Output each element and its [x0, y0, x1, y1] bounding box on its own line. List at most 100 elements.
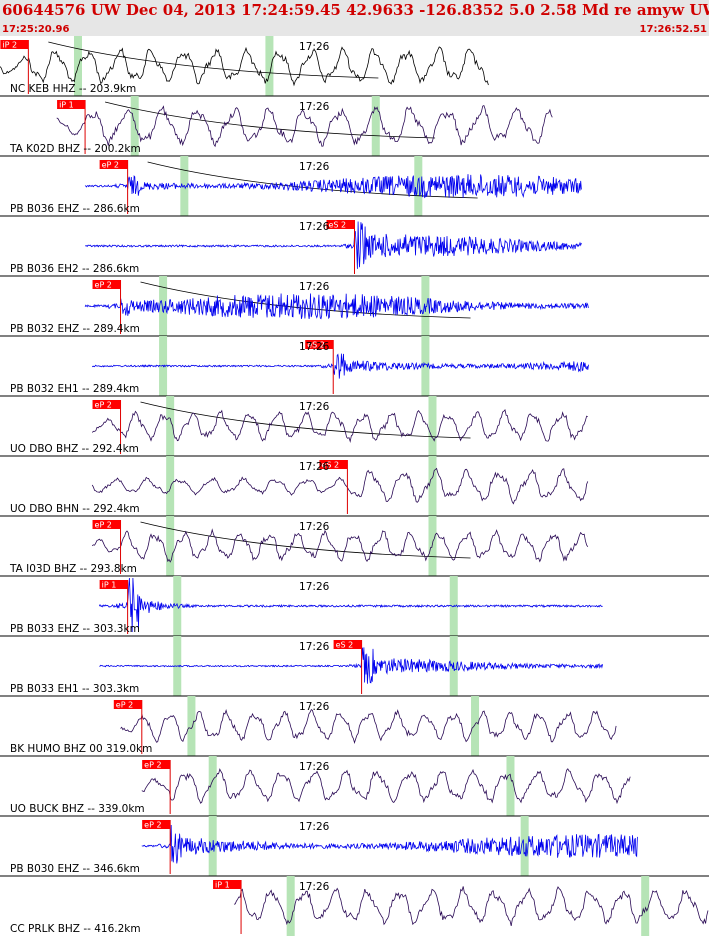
pick-box[interactable]	[92, 400, 121, 409]
waveform	[120, 708, 617, 744]
time-tick-label: 17:26	[299, 221, 330, 233]
waveform	[84, 293, 589, 320]
waveform	[91, 353, 589, 379]
phase-window	[265, 36, 274, 96]
trace-row: eP 2 17:26 TA I03D BHZ -- 293.8km	[0, 516, 709, 577]
station-label: TA K02D BHZ -- 200.2km	[9, 143, 141, 155]
station-label: UO DBO BHZ -- 292.4km	[10, 443, 139, 455]
station-label: UO BUCK BHZ -- 339.0km	[10, 803, 145, 815]
pick-box[interactable]	[213, 880, 242, 889]
travel-time-curve	[140, 521, 471, 559]
phase-window	[428, 516, 437, 576]
pick-box[interactable]	[142, 820, 171, 829]
pick-box[interactable]	[333, 640, 362, 649]
trace-row: eP 2 17:26 PB B032 EHZ -- 289.4km	[0, 276, 709, 337]
station-label: PB B033 EH1 -- 303.3km	[10, 683, 139, 695]
phase-window	[371, 96, 380, 156]
time-tick-label: 17:26	[299, 881, 330, 893]
pick-box[interactable]	[0, 40, 29, 49]
pick-label: iP 1	[102, 581, 117, 590]
trace-row: eP 2 17:26 PB B036 EHZ -- 286.6km	[0, 156, 709, 217]
trace-row: iP 2 17:26 NC KEB HHZ -- 203.9km	[0, 36, 709, 97]
time-tick-label: 17:26	[299, 761, 330, 773]
event-header: 60644576 UW Dec 04, 2013 17:24:59.45 42.…	[0, 0, 709, 36]
phase-window	[166, 396, 175, 456]
time-tick-label: 17:26	[299, 581, 330, 593]
time-tick-label: 17:26	[299, 521, 330, 533]
waveform	[91, 528, 589, 563]
trace-row: eS 2 17:26 PB B033 EH1 -- 303.3km	[0, 636, 709, 697]
pick-box[interactable]	[319, 460, 348, 469]
pick-box[interactable]	[113, 700, 142, 709]
pick-label: eP 2	[102, 161, 119, 170]
pick-label: eS 2	[329, 221, 347, 230]
pick-label: eP 2	[116, 701, 133, 710]
time-tick-label: 17:26	[299, 161, 330, 173]
phase-window	[641, 876, 650, 936]
pick-label: eP 2	[95, 521, 112, 530]
window-end-time: 17:26:52.51	[639, 24, 707, 35]
waveform	[56, 104, 553, 148]
waveform	[85, 221, 582, 269]
pick-box[interactable]	[92, 280, 121, 289]
pick-label: eP 2	[144, 821, 161, 830]
station-label: UO DBO BHN -- 292.4km	[10, 503, 140, 515]
pick-label: eS 2	[336, 641, 354, 650]
phase-window	[159, 276, 168, 336]
pick-label: eP 2	[95, 401, 112, 410]
phase-window	[506, 756, 515, 816]
station-label: BK HUMO BHZ 00 319.0km	[10, 743, 152, 755]
waveform	[99, 647, 603, 684]
event-title: 60644576 UW Dec 04, 2013 17:24:59.45 42.…	[2, 1, 709, 19]
phase-window	[187, 696, 196, 756]
phase-window	[166, 456, 175, 516]
time-tick-label: 17:26	[299, 461, 330, 473]
waveform	[141, 824, 638, 864]
station-label: PB B036 EHZ -- 286.6km	[10, 203, 140, 215]
station-label: PB B033 EHZ -- 303.3km	[10, 623, 140, 635]
phase-window	[208, 756, 217, 816]
travel-time-curve	[140, 401, 471, 439]
phase-window	[471, 696, 480, 756]
phase-window	[166, 516, 175, 576]
station-label: TA I03D BHZ -- 293.8km	[9, 563, 137, 575]
travel-time-curve	[147, 161, 478, 199]
time-tick-label: 17:26	[299, 701, 330, 713]
station-label: NC KEB HHZ -- 203.9km	[10, 83, 136, 95]
waveform	[91, 409, 588, 443]
pick-box[interactable]	[57, 100, 86, 109]
pick-box[interactable]	[326, 220, 355, 229]
trace-row: eP 2 17:26 UO DBO BHZ -- 292.4km	[0, 396, 709, 457]
trace-row: eP 2 17:26 PB B030 EHZ -- 346.6km	[0, 816, 709, 877]
pick-label: eS 2	[307, 341, 325, 350]
pick-box[interactable]	[99, 580, 128, 589]
station-label: CC PRLK BHZ -- 416.2km	[10, 923, 141, 935]
waveform	[141, 768, 631, 805]
waveform	[84, 174, 582, 199]
station-label: PB B030 EHZ -- 346.6km	[10, 863, 140, 875]
phase-window	[286, 876, 295, 936]
phase-window	[428, 396, 437, 456]
time-tick-label: 17:26	[299, 641, 330, 653]
pick-box[interactable]	[142, 760, 171, 769]
station-label: PB B036 EH2 -- 286.6km	[10, 263, 139, 275]
travel-time-curve	[48, 41, 379, 79]
time-tick-label: 17:26	[299, 41, 330, 53]
trace-row: iP 1 17:26 TA K02D BHZ -- 200.2km	[0, 96, 709, 157]
phase-window	[130, 96, 139, 156]
phase-window	[428, 456, 437, 516]
station-label: PB B032 EH1 -- 289.4km	[10, 383, 139, 395]
waveform	[0, 46, 489, 87]
record-section-plot[interactable]: iP 2 17:26 NC KEB HHZ -- 203.9km iP 1 17:26 T…	[0, 36, 709, 938]
pick-label: eP 2	[144, 761, 161, 770]
waveform	[98, 577, 603, 633]
trace-row: eP 2 17:26 BK HUMO BHZ 00 319.0km	[0, 696, 709, 757]
pick-box[interactable]	[305, 340, 334, 349]
phase-window	[414, 156, 423, 216]
waveform	[233, 886, 709, 926]
pick-label: iP 1	[59, 101, 74, 110]
pick-box[interactable]	[92, 520, 121, 529]
pick-box[interactable]	[99, 160, 128, 169]
pick-label: iP 2	[2, 41, 17, 50]
phase-window	[520, 816, 529, 876]
